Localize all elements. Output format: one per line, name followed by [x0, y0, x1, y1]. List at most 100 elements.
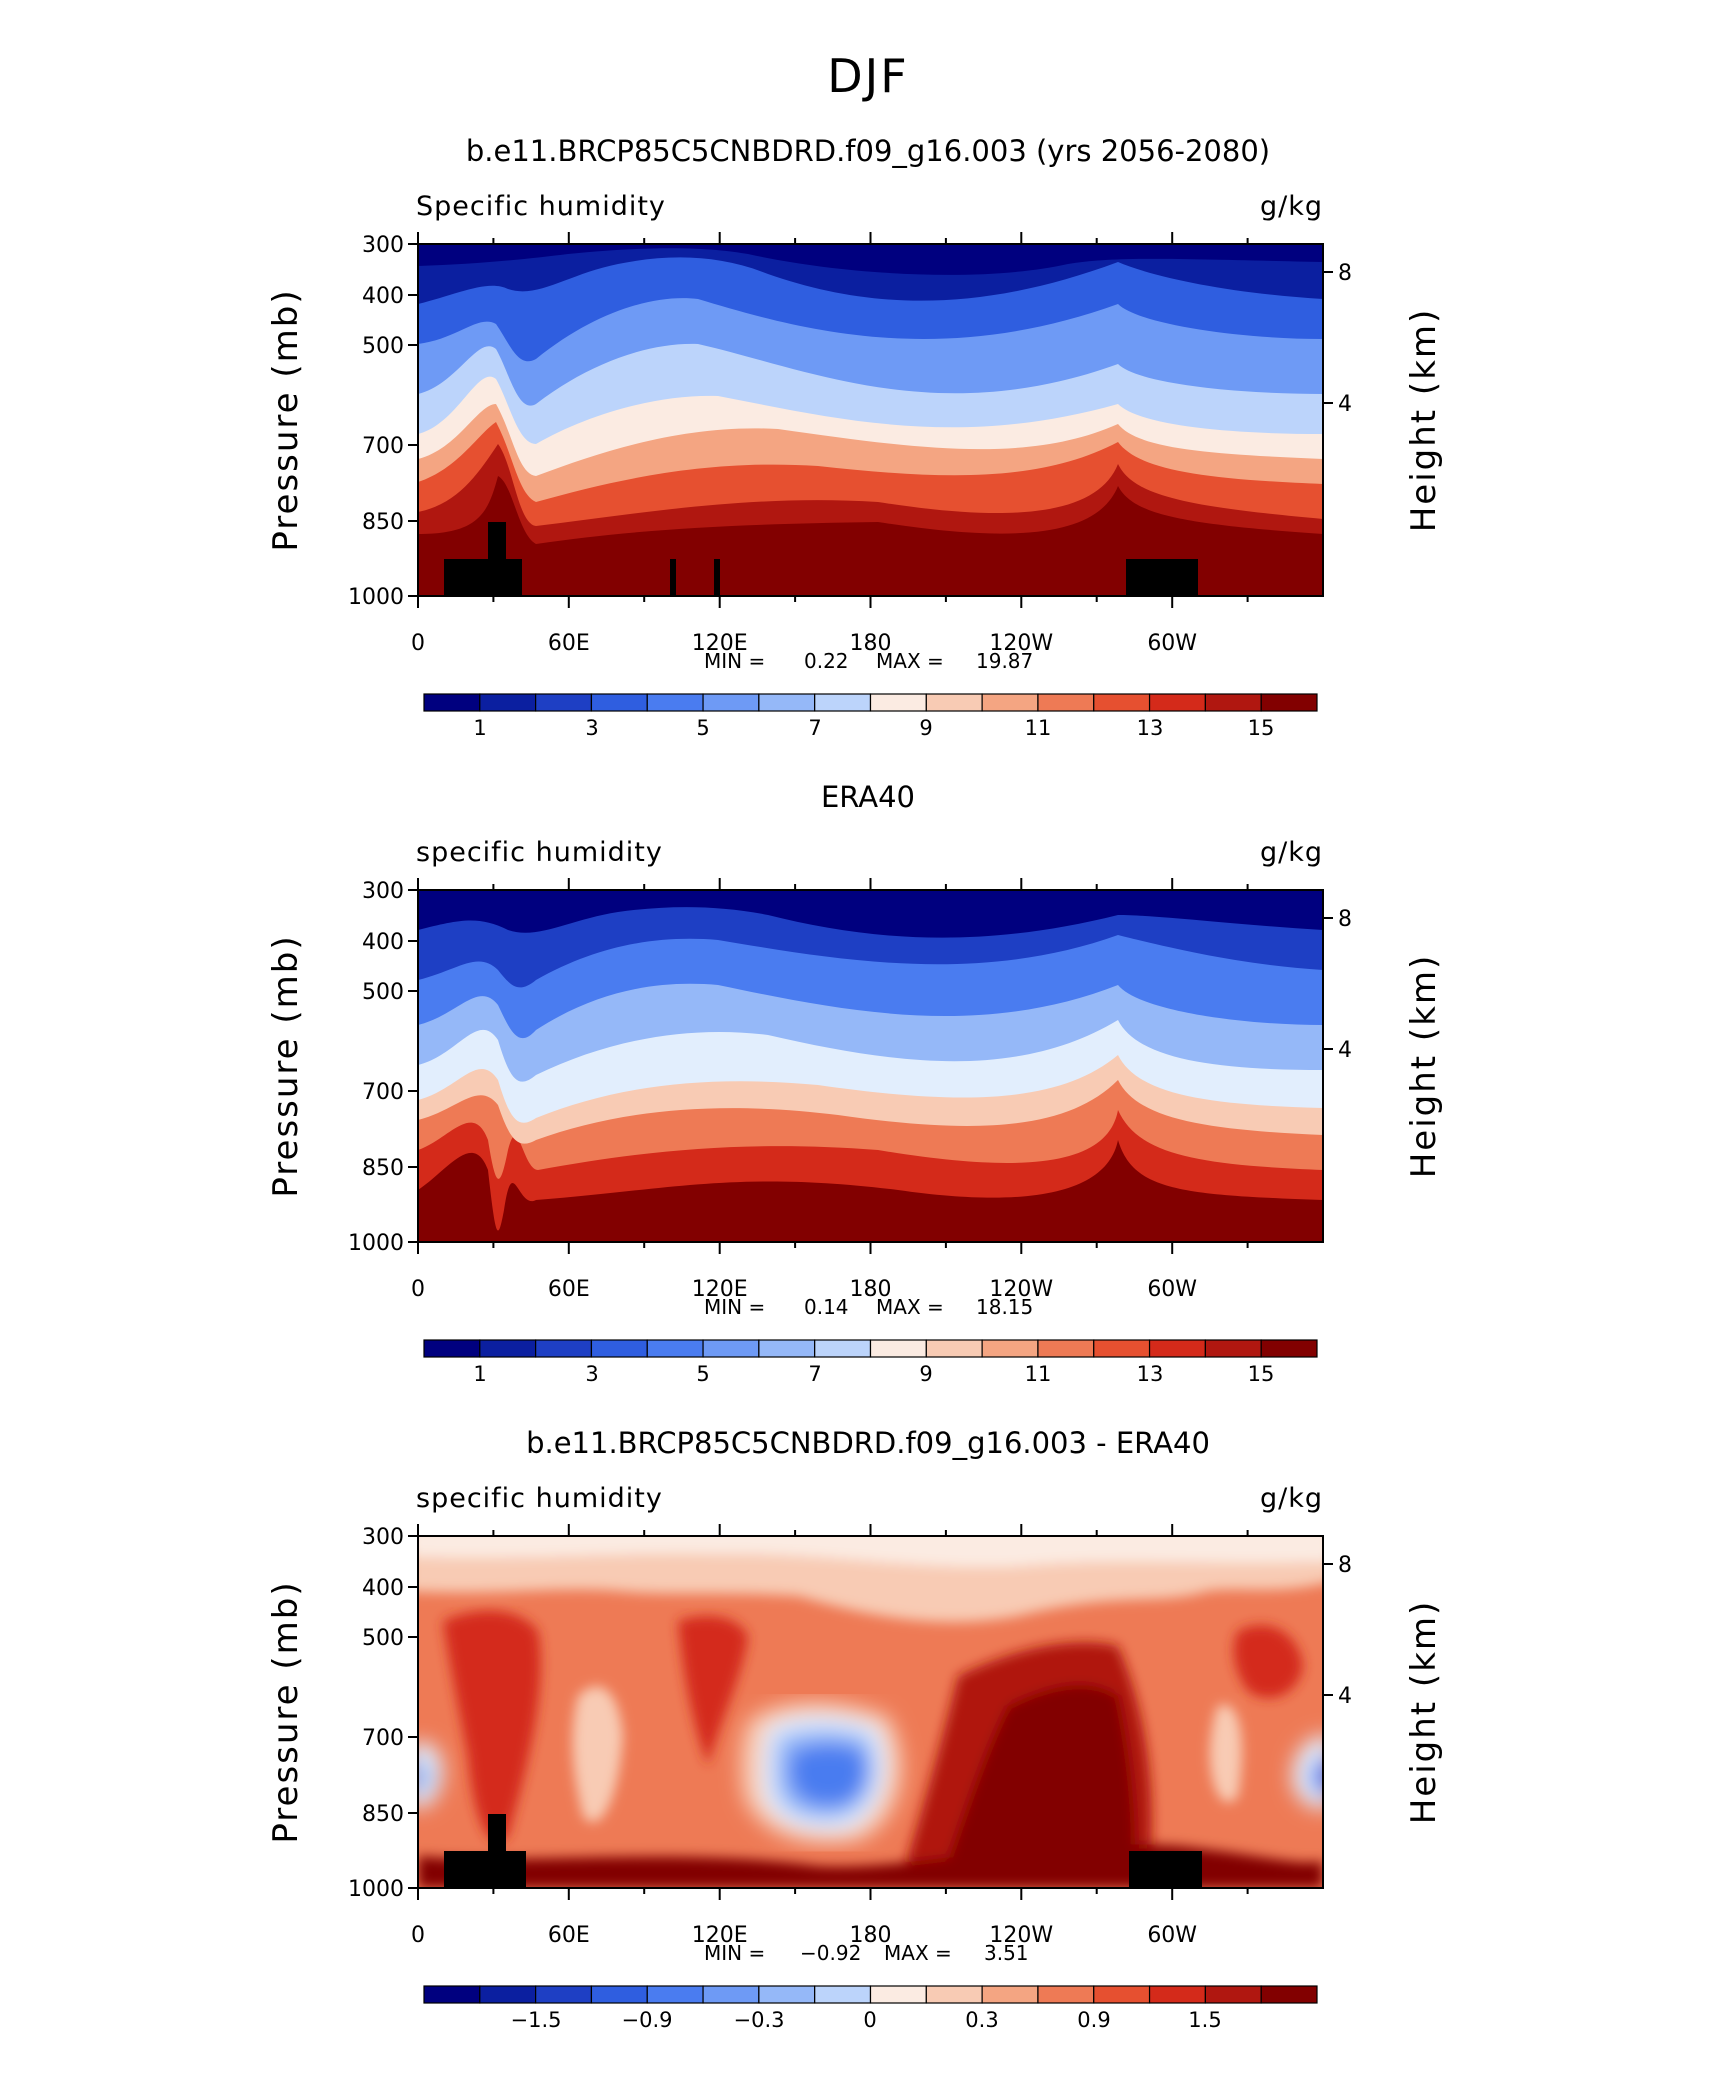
variable-label: Specific humidity	[416, 191, 666, 222]
plot-area: 300 400 500 700 850 1000 8 4 0 60E 120E …	[348, 1524, 1352, 1965]
y-axis-label: Pressure (mb)	[266, 288, 306, 551]
colorbar-cell	[1037, 1985, 1095, 2004]
land-mask-block	[1129, 1851, 1202, 1888]
colorbar-cell	[758, 693, 816, 712]
min-value: −0.92	[800, 1941, 861, 1965]
colorbar-label: 15	[1248, 1362, 1275, 1386]
x-tick-labels: 0 60E 120E 180 120W 60W	[411, 1923, 1197, 1948]
land-mask-block	[444, 1851, 526, 1888]
axis-ticks	[408, 1524, 1333, 1900]
y-tick-label: 500	[362, 980, 404, 1005]
colorbar-cell	[590, 693, 648, 712]
colorbar-cell	[1148, 693, 1206, 712]
y-tick-label: 1000	[348, 1877, 404, 1902]
colorbar-label: 7	[808, 1362, 821, 1386]
max-value: 19.87	[976, 649, 1033, 673]
y-tick-label: 500	[362, 334, 404, 359]
max-value: 18.15	[976, 1295, 1033, 1319]
colorbar-cell	[1260, 1985, 1318, 2004]
variable-label: specific humidity	[416, 1483, 663, 1514]
colorbar-cell	[814, 1985, 872, 2004]
colorbar: −1.5 −0.9 −0.3 0 0.3 0.9 1.5	[423, 1985, 1318, 2032]
colorbar-cell	[702, 1339, 760, 1358]
colorbar-cell	[981, 1339, 1039, 1358]
colorbar-cell	[1260, 693, 1318, 712]
colorbar-cells	[423, 693, 1318, 712]
colorbar-cell	[535, 1985, 593, 2004]
field-band	[1209, 1704, 1242, 1803]
colorbar-cells	[423, 1985, 1318, 2004]
y2-tick-labels: 8 4	[1338, 261, 1352, 417]
land-mask-block	[488, 1814, 506, 1854]
field-band	[418, 890, 1323, 938]
colorbar-cell	[814, 693, 872, 712]
x-tick-label: 120W	[989, 1923, 1053, 1948]
colorbar-cell	[925, 693, 983, 712]
colorbar-label: 1	[473, 1362, 486, 1386]
colorbar-cell	[702, 1985, 760, 2004]
colorbar-label: 3	[585, 716, 598, 740]
field-band	[938, 1685, 1135, 1888]
colorbar-cell	[479, 1985, 537, 2004]
colorbar-cell	[590, 1985, 648, 2004]
colorbar-label: −1.5	[511, 2008, 562, 2032]
y2-tick-labels: 8 4	[1338, 1553, 1352, 1709]
y2-axis-label: Height (km)	[1404, 954, 1444, 1179]
colorbar-label: 5	[696, 1362, 709, 1386]
field-band	[1310, 1757, 1323, 1795]
min-value: 0.22	[804, 649, 849, 673]
colorbar-label: 5	[696, 716, 709, 740]
colorbar-label: 11	[1025, 716, 1052, 740]
colorbar-cell	[1148, 1985, 1206, 2004]
colorbar-cell	[1093, 693, 1151, 712]
colorbar-cell	[646, 1339, 704, 1358]
colorbar: 1 3 5 7 9 11 13 15	[423, 693, 1318, 740]
colorbar-cell	[479, 1339, 537, 1358]
colorbar-cell	[1204, 1339, 1262, 1358]
plot-area: 300 400 500 700 850 1000 8 4 0 60E 120E …	[348, 232, 1352, 673]
field-band	[418, 1844, 1323, 1888]
colorbar-cell	[981, 1985, 1039, 2004]
variable-label: specific humidity	[416, 837, 663, 868]
y-tick-labels: 300 400 500 700 850 1000	[348, 1525, 404, 1902]
land-mask	[444, 522, 1198, 596]
max-label: MAX =	[876, 1295, 944, 1319]
max-label: MAX =	[884, 1941, 952, 1965]
y-tick-label: 300	[362, 233, 404, 258]
x-tick-label: 120W	[989, 1277, 1053, 1302]
colorbar-label: 0.9	[1077, 2008, 1110, 2032]
y-tick-label: 400	[362, 284, 404, 309]
y-tick-labels: 300 400 500 700 850 1000	[348, 233, 404, 610]
land-mask	[444, 1814, 1202, 1888]
colorbar-label: 9	[919, 716, 932, 740]
colorbar-cell	[702, 693, 760, 712]
y-axis-label: Pressure (mb)	[266, 1580, 306, 1843]
colorbar: 1 3 5 7 9 11 13 15	[423, 1339, 1318, 1386]
y2-tick-label: 4	[1338, 1038, 1352, 1063]
max-value: 3.51	[984, 1941, 1029, 1965]
x-tick-label: 60W	[1147, 1277, 1197, 1302]
x-tick-label: 120E	[692, 631, 748, 656]
x-tick-label: 0	[411, 631, 425, 656]
min-value: 0.14	[804, 1295, 849, 1319]
colorbar-cell	[646, 1985, 704, 2004]
land-mask-block	[670, 559, 676, 596]
y2-tick-labels: 8 4	[1338, 907, 1352, 1063]
land-mask-block	[488, 522, 506, 562]
colorbar-cell	[1260, 1339, 1318, 1358]
colorbar-label: 11	[1025, 1362, 1052, 1386]
field-band	[418, 1759, 433, 1794]
y-tick-label: 850	[362, 1156, 404, 1181]
min-max-readout: MIN = −0.92 MAX = 3.51	[704, 1941, 1029, 1965]
colorbar-label: 15	[1248, 716, 1275, 740]
colorbar-cell	[1093, 1339, 1151, 1358]
panel-title: b.e11.BRCP85C5CNBDRD.f09_g16.003 (yrs 20…	[466, 134, 1270, 168]
contour-field	[418, 244, 1323, 596]
colorbar-label: −0.9	[622, 2008, 673, 2032]
y2-tick-label: 8	[1338, 1553, 1352, 1578]
colorbar-label: 13	[1137, 716, 1164, 740]
units-label: g/kg	[1260, 1483, 1323, 1514]
colorbar-cell	[869, 693, 927, 712]
